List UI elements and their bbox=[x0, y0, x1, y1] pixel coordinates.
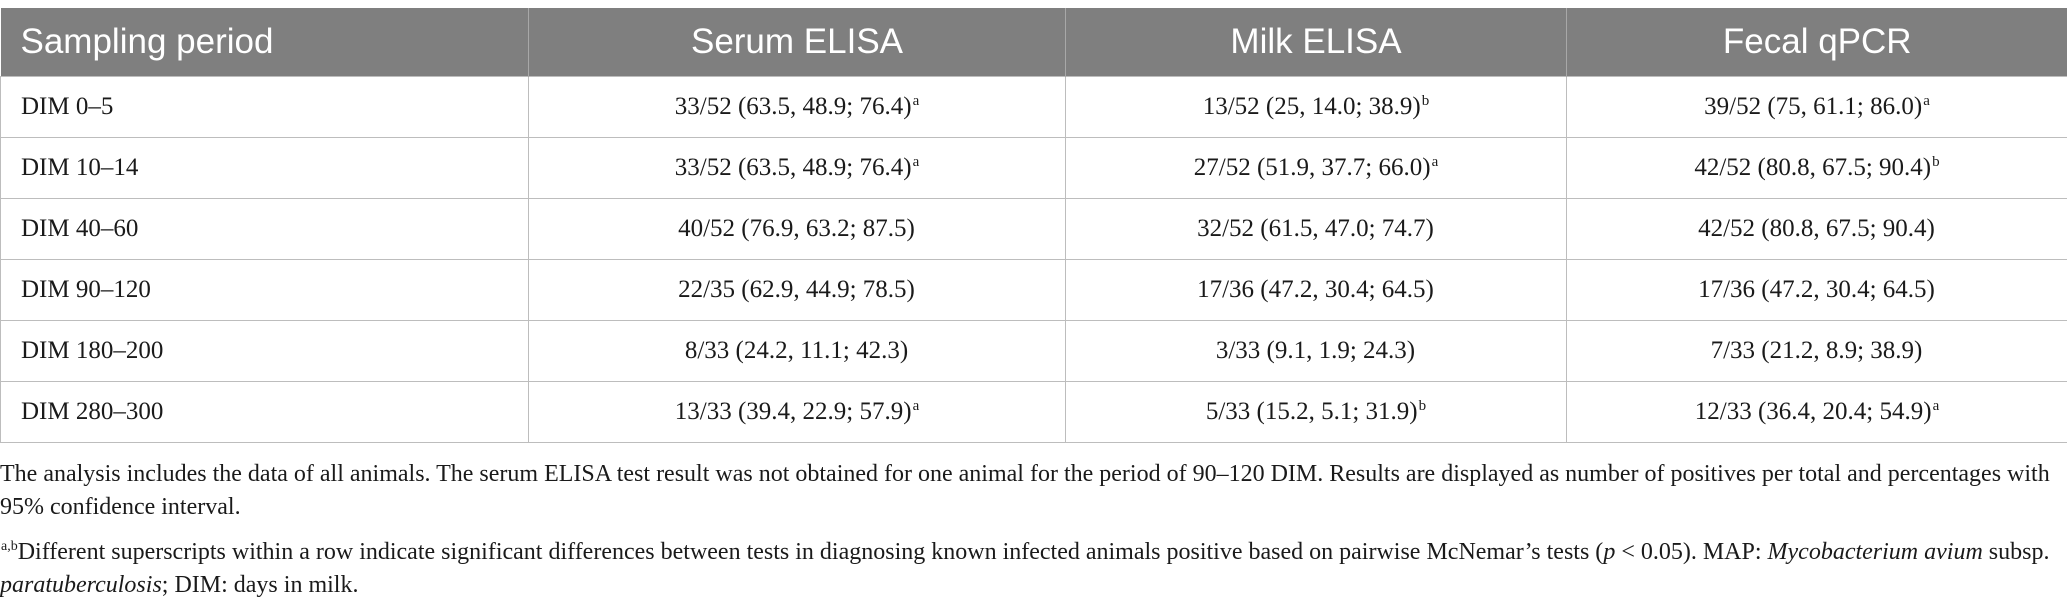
fecal-cell: 42/52 (80.8, 67.5; 90.4)b bbox=[1566, 137, 2067, 199]
period-cell: DIM 10–14 bbox=[0, 137, 529, 199]
fecal-cell: 39/52 (75, 61.1; 86.0)a bbox=[1566, 76, 2067, 138]
cell-value: 42/52 (80.8, 67.5; 90.4) bbox=[1698, 215, 1935, 242]
footnote-text: subsp. bbox=[1982, 539, 2050, 565]
cell-value: 13/33 (39.4, 22.9; 57.9) bbox=[674, 398, 912, 425]
superscript: a bbox=[1932, 398, 1940, 414]
serum-cell: 8/33 (24.2, 11.1; 42.3) bbox=[528, 320, 1066, 382]
cell-value: 40/52 (76.9, 63.2; 87.5) bbox=[678, 215, 915, 242]
table-row: DIM 280–300 13/33 (39.4, 22.9; 57.9)a 5/… bbox=[0, 381, 2067, 443]
serum-cell: 33/52 (63.5, 48.9; 76.4)a bbox=[528, 137, 1066, 199]
serum-cell: 40/52 (76.9, 63.2; 87.5) bbox=[528, 198, 1066, 260]
period-cell: DIM 40–60 bbox=[0, 198, 529, 260]
cell-value: 27/52 (51.9, 37.7; 66.0) bbox=[1193, 154, 1431, 181]
footnote-marker: a,b bbox=[1, 539, 18, 554]
footnote-organism: Mycobacterium avium bbox=[1767, 539, 1983, 565]
cell-value: 13/52 (25, 14.0; 38.9) bbox=[1202, 93, 1421, 120]
serum-cell: 13/33 (39.4, 22.9; 57.9)a bbox=[528, 381, 1066, 443]
footnote-subspecies: paratuberculosis bbox=[0, 572, 162, 598]
milk-cell: 13/52 (25, 14.0; 38.9)b bbox=[1065, 76, 1567, 138]
period-cell: DIM 90–120 bbox=[0, 259, 529, 321]
fecal-cell: 42/52 (80.8, 67.5; 90.4) bbox=[1566, 198, 2067, 260]
cell-value: 39/52 (75, 61.1; 86.0) bbox=[1704, 93, 1923, 120]
header-row: Sampling period Serum ELISA Milk ELISA F… bbox=[0, 8, 2067, 77]
superscript: b bbox=[1418, 398, 1427, 414]
footnote-text: < 0.05). MAP: bbox=[1615, 539, 1768, 565]
period-cell: DIM 0–5 bbox=[0, 76, 529, 138]
footnote-text: ; DIM: days in milk. bbox=[161, 572, 359, 598]
fecal-cell: 12/33 (36.4, 20.4; 54.9)a bbox=[1566, 381, 2067, 443]
period-cell: DIM 280–300 bbox=[0, 381, 529, 443]
table-row: DIM 40–60 40/52 (76.9, 63.2; 87.5) 32/52… bbox=[0, 198, 2067, 260]
footnote-superscripts: a,bDifferent superscripts within a row i… bbox=[0, 536, 2060, 602]
header-sampling-period: Sampling period bbox=[0, 8, 529, 77]
milk-cell: 32/52 (61.5, 47.0; 74.7) bbox=[1065, 198, 1567, 260]
footnote-analysis: The analysis includes the data of all an… bbox=[0, 461, 2050, 520]
cell-value: 17/36 (47.2, 30.4; 64.5) bbox=[1197, 276, 1434, 303]
cell-value: 33/52 (63.5, 48.9; 76.4) bbox=[674, 93, 912, 120]
header-milk-elisa: Milk ELISA bbox=[1065, 8, 1567, 77]
cell-value: 12/33 (36.4, 20.4; 54.9) bbox=[1694, 398, 1932, 425]
footnote-p: p bbox=[1603, 539, 1616, 565]
period-cell: DIM 180–200 bbox=[0, 320, 529, 382]
table-row: DIM 10–14 33/52 (63.5, 48.9; 76.4)a 27/5… bbox=[0, 137, 2067, 199]
results-table-container: Sampling period Serum ELISA Milk ELISA F… bbox=[0, 8, 2067, 443]
results-table: Sampling period Serum ELISA Milk ELISA F… bbox=[0, 8, 2067, 443]
table-footnotes: The analysis includes the data of all an… bbox=[0, 458, 2060, 614]
superscript: b bbox=[1932, 154, 1940, 170]
cell-value: 5/33 (15.2, 5.1; 31.9) bbox=[1205, 398, 1418, 425]
header-fecal-qpcr: Fecal qPCR bbox=[1566, 8, 2067, 77]
cell-value: 7/33 (21.2, 8.9; 38.9) bbox=[1710, 337, 1923, 364]
superscript: a bbox=[1923, 93, 1930, 109]
cell-value: 32/52 (61.5, 47.0; 74.7) bbox=[1197, 215, 1434, 242]
milk-cell: 27/52 (51.9, 37.7; 66.0)a bbox=[1065, 137, 1567, 199]
superscript: b bbox=[1421, 93, 1430, 109]
table-row: DIM 180–200 8/33 (24.2, 11.1; 42.3) 3/33… bbox=[0, 320, 2067, 382]
serum-cell: 33/52 (63.5, 48.9; 76.4)a bbox=[528, 76, 1066, 138]
cell-value: 3/33 (9.1, 1.9; 24.3) bbox=[1215, 337, 1416, 364]
serum-cell: 22/35 (62.9, 44.9; 78.5) bbox=[528, 259, 1066, 321]
superscript: a bbox=[912, 398, 920, 414]
cell-value: 17/36 (47.2, 30.4; 64.5) bbox=[1698, 276, 1935, 303]
superscript: a bbox=[1431, 154, 1439, 170]
table-row: DIM 0–5 33/52 (63.5, 48.9; 76.4)a 13/52 … bbox=[0, 76, 2067, 138]
cell-value: 33/52 (63.5, 48.9; 76.4) bbox=[674, 154, 912, 181]
milk-cell: 17/36 (47.2, 30.4; 64.5) bbox=[1065, 259, 1567, 321]
header-serum-elisa: Serum ELISA bbox=[528, 8, 1066, 77]
milk-cell: 3/33 (9.1, 1.9; 24.3) bbox=[1065, 320, 1567, 382]
fecal-cell: 7/33 (21.2, 8.9; 38.9) bbox=[1566, 320, 2067, 382]
superscript: a bbox=[912, 154, 920, 170]
table-row: DIM 90–120 22/35 (62.9, 44.9; 78.5) 17/3… bbox=[0, 259, 2067, 321]
milk-cell: 5/33 (15.2, 5.1; 31.9)b bbox=[1065, 381, 1567, 443]
cell-value: 22/35 (62.9, 44.9; 78.5) bbox=[678, 276, 915, 303]
cell-value: 8/33 (24.2, 11.1; 42.3) bbox=[684, 337, 909, 364]
cell-value: 42/52 (80.8, 67.5; 90.4) bbox=[1694, 154, 1932, 181]
fecal-cell: 17/36 (47.2, 30.4; 64.5) bbox=[1566, 259, 2067, 321]
footnote-text: Different superscripts within a row indi… bbox=[17, 539, 1604, 565]
superscript: a bbox=[912, 93, 920, 109]
